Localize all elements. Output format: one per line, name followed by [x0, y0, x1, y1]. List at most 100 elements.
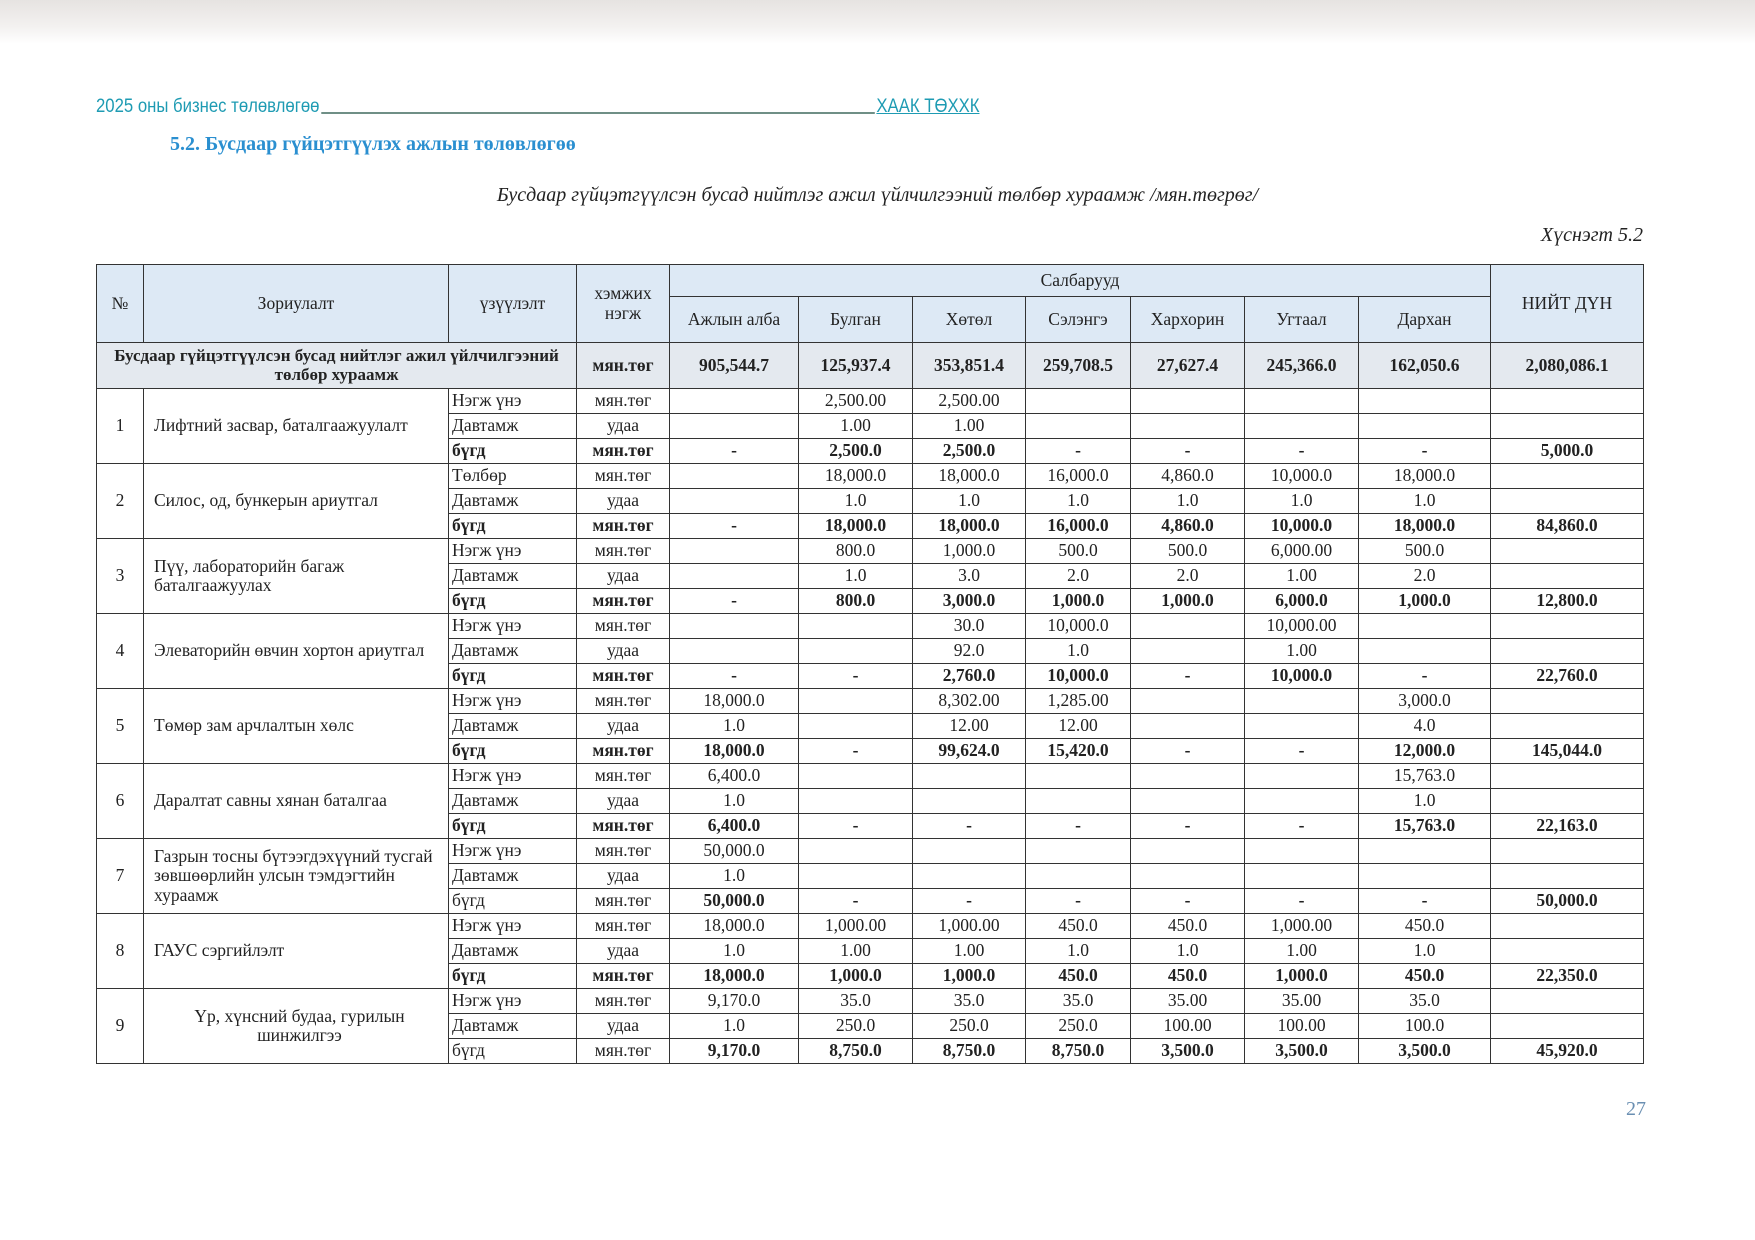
branch-value: 2,500.00	[798, 388, 913, 414]
branch-value: 1.0	[669, 1013, 799, 1039]
branch-value: 50,000.0	[669, 838, 799, 864]
branch-value: 1.0	[798, 563, 913, 589]
branch-value: 35.0	[912, 988, 1026, 1014]
branch-value: -	[798, 813, 913, 839]
row-indicator: бүгд	[448, 663, 577, 689]
branch-value: 16,000.0	[1025, 463, 1131, 489]
branch-value: 250.0	[1025, 1013, 1131, 1039]
branch-value: 1.00	[798, 413, 913, 439]
branch-value	[798, 763, 913, 789]
branch-value: 3,000.0	[912, 588, 1026, 614]
branch-value: 3.0	[912, 563, 1026, 589]
row-total	[1490, 563, 1644, 589]
row-purpose: Үр, хүнсний будаа, гурилын шинжилгээ	[143, 988, 449, 1064]
branch-value: 50,000.0	[669, 888, 799, 914]
row-indicator: Давтамж	[448, 413, 577, 439]
row-indicator: Давтамж	[448, 788, 577, 814]
branch-value	[798, 838, 913, 864]
branch-value: 18,000.0	[669, 738, 799, 764]
branch-value	[1244, 763, 1359, 789]
row-number: 6	[96, 763, 144, 839]
row-indicator: Давтамж	[448, 938, 577, 964]
page-number: 27	[1626, 1098, 1646, 1120]
branch-value	[1358, 638, 1491, 664]
summary-value: 27,627.4	[1130, 342, 1245, 389]
row-unit: удаа	[576, 863, 670, 889]
branch-value	[1358, 838, 1491, 864]
row-indicator: Давтамж	[448, 863, 577, 889]
section-title: 5.2. Бусдаар гүйцэтгүүлэх ажлын төлөвлөг…	[170, 133, 576, 155]
branch-value	[798, 688, 913, 714]
row-purpose: Элеваторийн өвчин хортон ариутгал	[143, 613, 449, 689]
branch-value: 12.00	[912, 713, 1026, 739]
branch-value: -	[912, 813, 1026, 839]
branch-value: 250.0	[798, 1013, 913, 1039]
row-unit: удаа	[576, 488, 670, 514]
row-total	[1490, 638, 1644, 664]
col-header-branch: Дархан	[1358, 296, 1491, 343]
row-purpose: Пүү, лабораторийн багаж баталгаажуулах	[143, 538, 449, 614]
row-total	[1490, 538, 1644, 564]
branch-value: -	[798, 738, 913, 764]
row-total	[1490, 388, 1644, 414]
summary-label: Бусдаар гүйцэтгүүлсэн бусад нийтлэг ажил…	[96, 342, 577, 389]
table-row: бүгд мян.төг 50,000.0- - - - - -50,000.0	[97, 888, 1644, 914]
row-indicator: Нэгж үнэ	[448, 838, 577, 864]
branch-value	[1244, 713, 1359, 739]
branch-value: -	[912, 888, 1026, 914]
branch-value	[1025, 838, 1131, 864]
branch-value: 8,750.0	[798, 1038, 913, 1064]
branch-value: 35.0	[1025, 988, 1131, 1014]
branch-value: 1.0	[1130, 488, 1245, 514]
table-row: 4 Элеваторийн өвчин хортон ариутгал Нэгж ү…	[96, 613, 1644, 689]
branch-value: -	[1244, 738, 1359, 764]
row-total	[1490, 413, 1644, 439]
branch-value: 35.0	[798, 988, 913, 1014]
branch-value: 2.0	[1025, 563, 1131, 589]
branch-value: -	[1244, 438, 1359, 464]
branch-value: 6,000.0	[1244, 588, 1359, 614]
branch-value: 35.00	[1130, 988, 1245, 1014]
row-purpose: ГАУС сэргийлэлт	[143, 913, 449, 989]
branch-value: 1.0	[1025, 938, 1131, 964]
row-indicator: Нэгж үнэ	[448, 913, 577, 939]
branch-value: 1.0	[1130, 938, 1245, 964]
branch-value	[669, 463, 799, 489]
row-indicator: Нэгж үнэ	[448, 388, 577, 414]
row-unit: мян.төг	[576, 1038, 670, 1064]
table-row: 5 Төмөр зам арчлалтын хөлс Нэгж үнэ мян.төг…	[96, 688, 1644, 764]
row-total	[1490, 913, 1644, 939]
running-header: 2025 оны бизнес төлөвлөгөө ХААК ТӨХХК	[96, 92, 980, 118]
branch-value: 6,400.0	[669, 813, 799, 839]
summary-value: 259,708.5	[1025, 342, 1131, 389]
branch-value: 9,170.0	[669, 1038, 799, 1064]
branch-value	[1130, 688, 1245, 714]
row-total	[1490, 838, 1644, 864]
row-total: 84,860.0	[1490, 513, 1644, 539]
branch-value	[669, 638, 799, 664]
row-unit: мян.төг	[576, 613, 670, 639]
table-row: бүгд мян.төг 6,400.0- - - - -15,763.0 22,163.0	[97, 813, 1644, 839]
row-indicator: Давтамж	[448, 638, 577, 664]
row-unit: мян.төг	[576, 913, 670, 939]
row-unit: мян.төг	[576, 838, 670, 864]
branch-value: 500.0	[1130, 538, 1245, 564]
branch-value	[1130, 613, 1245, 639]
branch-value: 500.0	[1358, 538, 1491, 564]
col-header-indicator: үзүүлэлт	[448, 264, 577, 343]
branch-value: 6,400.0	[669, 763, 799, 789]
branch-value: 1.0	[669, 788, 799, 814]
branch-value: 500.0	[1025, 538, 1131, 564]
branch-value: -	[798, 888, 913, 914]
branch-value	[669, 613, 799, 639]
summary-value: 245,366.0	[1244, 342, 1359, 389]
row-unit: мян.төг	[576, 438, 670, 464]
row-unit: удаа	[576, 1013, 670, 1039]
branch-value: 450.0	[1130, 963, 1245, 989]
branch-value: 3,500.0	[1244, 1038, 1359, 1064]
row-indicator: Нэгж үнэ	[448, 538, 577, 564]
branch-value: 1,000.00	[1244, 913, 1359, 939]
branch-value	[912, 838, 1026, 864]
table-row: бүгд мян.төг 9,170.0 8,750.0 8,750.0 8,750.0 3…	[97, 1038, 1644, 1064]
branch-value: 35.0	[1358, 988, 1491, 1014]
